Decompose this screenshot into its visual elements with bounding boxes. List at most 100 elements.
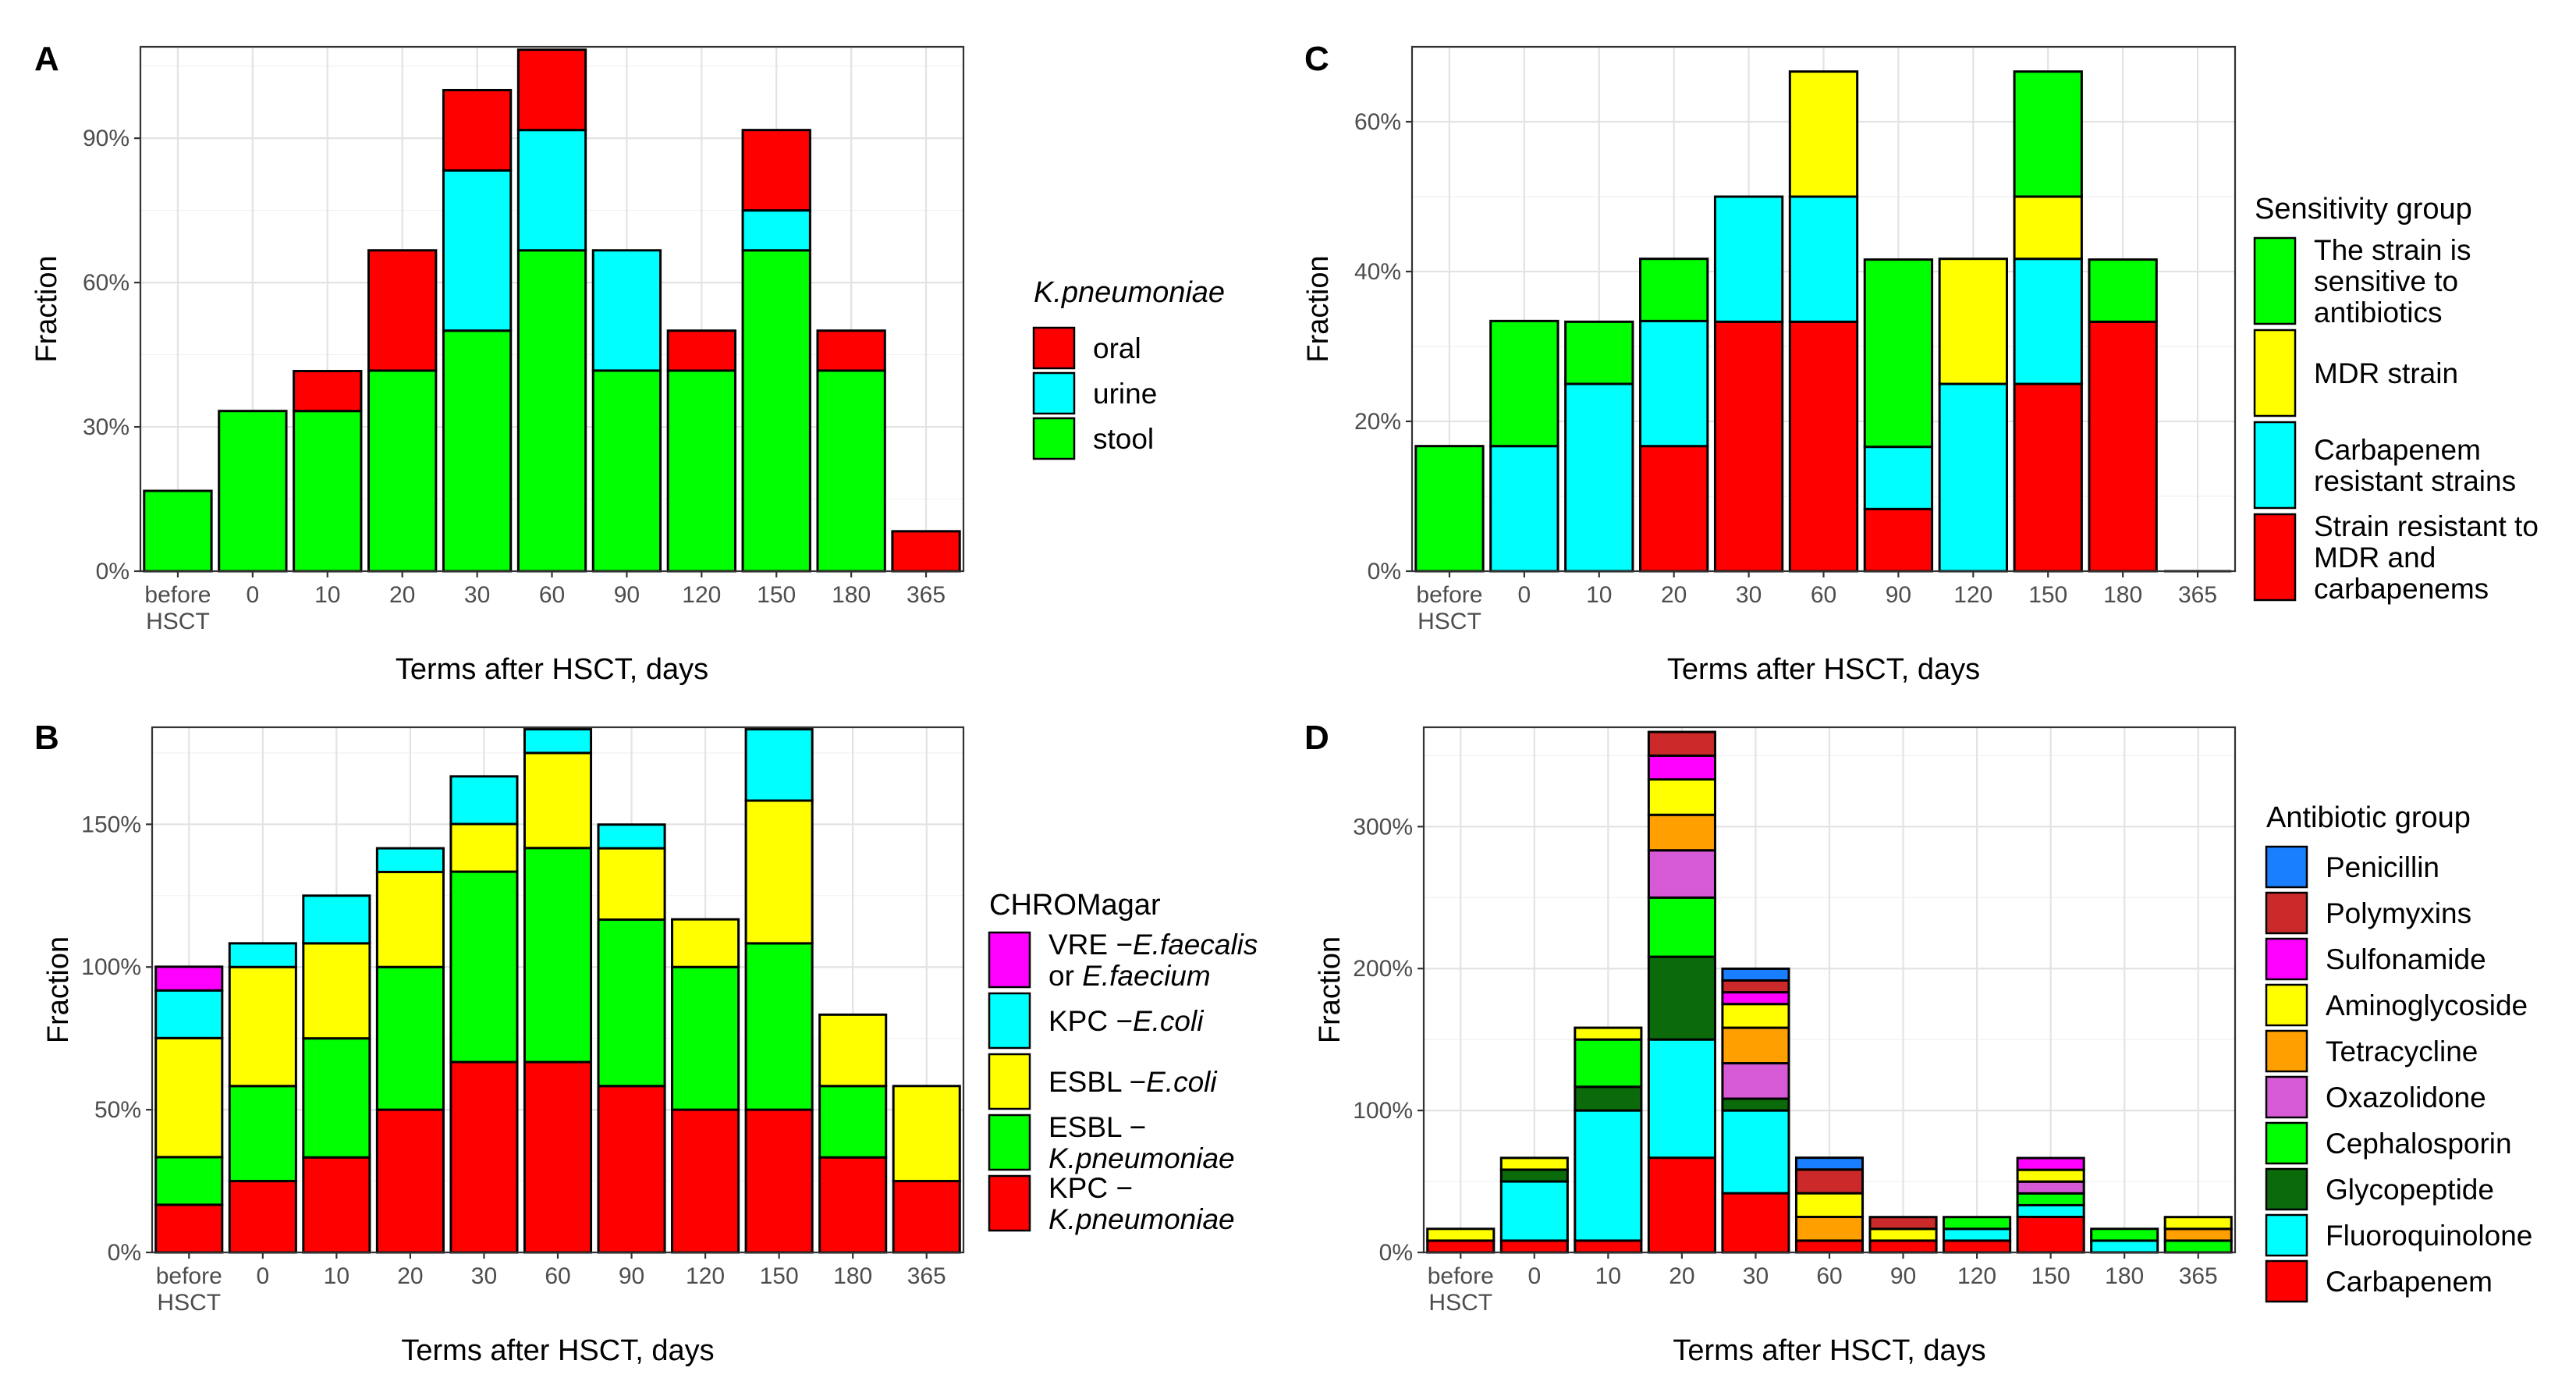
bar-segment[interactable]: [228, 1085, 297, 1183]
bar-segment[interactable]: [154, 1036, 224, 1159]
bar-segment[interactable]: [816, 329, 886, 372]
bar-segment[interactable]: [2163, 1239, 2233, 1254]
bar-segment[interactable]: [671, 918, 740, 968]
bar-segment[interactable]: [449, 870, 519, 1064]
bar-segment[interactable]: [516, 129, 587, 252]
bar-segment[interactable]: [744, 728, 814, 802]
bar-segment[interactable]: [302, 894, 371, 945]
bar-segment[interactable]: [671, 965, 740, 1111]
bar-segment[interactable]: [1499, 1239, 1569, 1254]
bar-segment[interactable]: [2013, 70, 2083, 198]
bar-segment[interactable]: [1721, 1003, 1790, 1029]
bar-segment[interactable]: [1574, 1038, 1643, 1089]
bar-segment[interactable]: [1499, 1168, 1569, 1183]
bar-segment[interactable]: [228, 1180, 297, 1254]
bar-segment[interactable]: [2163, 1227, 2233, 1242]
bar-segment[interactable]: [892, 1180, 961, 1254]
bar-segment[interactable]: [302, 1156, 371, 1254]
bar-segment[interactable]: [1868, 1239, 1938, 1254]
bar-segment[interactable]: [1574, 1085, 1643, 1112]
bar-segment[interactable]: [516, 249, 587, 573]
bar-segment[interactable]: [597, 847, 666, 922]
bar-segment[interactable]: [1647, 1156, 1716, 1254]
bar-segment[interactable]: [818, 1013, 888, 1088]
bar-segment[interactable]: [143, 489, 213, 573]
bar-segment[interactable]: [1721, 1026, 1790, 1065]
bar-segment[interactable]: [1788, 320, 1859, 573]
bar-segment[interactable]: [666, 369, 736, 573]
bar-segment[interactable]: [1943, 1216, 2012, 1231]
bar-segment[interactable]: [449, 822, 519, 873]
bar-segment[interactable]: [1647, 955, 1716, 1041]
bar-segment[interactable]: [1647, 1038, 1716, 1160]
bar-segment[interactable]: [2016, 1180, 2085, 1195]
bar-segment[interactable]: [1721, 1097, 1790, 1112]
bar-segment[interactable]: [892, 1085, 961, 1183]
bar-segment[interactable]: [375, 1108, 445, 1254]
bar-segment[interactable]: [1721, 979, 1790, 994]
bar-segment[interactable]: [1647, 730, 1716, 757]
bar-segment[interactable]: [1721, 1062, 1790, 1100]
bar-segment[interactable]: [591, 369, 662, 573]
bar-segment[interactable]: [442, 169, 513, 332]
bar-segment[interactable]: [741, 129, 811, 212]
bar-segment[interactable]: [1564, 382, 1634, 573]
bar-segment[interactable]: [1863, 446, 1934, 510]
bar-segment[interactable]: [442, 329, 513, 573]
bar-segment[interactable]: [367, 249, 438, 372]
bar-segment[interactable]: [293, 410, 363, 573]
bar-segment[interactable]: [597, 1085, 666, 1254]
bar-segment[interactable]: [1868, 1216, 1938, 1231]
bar-segment[interactable]: [1647, 849, 1716, 899]
bar-segment[interactable]: [1794, 1156, 1865, 1171]
bar-segment[interactable]: [1574, 1026, 1643, 1041]
bar-segment[interactable]: [2016, 1192, 2085, 1206]
bar-segment[interactable]: [1499, 1156, 1569, 1171]
bar-segment[interactable]: [1721, 967, 1790, 982]
bar-segment[interactable]: [1639, 445, 1709, 573]
bar-segment[interactable]: [1794, 1216, 1865, 1242]
bar-segment[interactable]: [1639, 258, 1709, 322]
bar-segment[interactable]: [523, 728, 593, 755]
bar-segment[interactable]: [591, 249, 662, 372]
bar-segment[interactable]: [818, 1156, 888, 1254]
bar-segment[interactable]: [302, 942, 371, 1040]
bar-segment[interactable]: [1788, 70, 1859, 198]
bar-segment[interactable]: [741, 209, 811, 252]
bar-segment[interactable]: [1499, 1180, 1569, 1242]
bar-segment[interactable]: [1721, 991, 1790, 1006]
bar-segment[interactable]: [1943, 1227, 2012, 1242]
bar-segment[interactable]: [2016, 1216, 2085, 1254]
bar-segment[interactable]: [666, 329, 736, 372]
bar-segment[interactable]: [523, 847, 593, 1064]
bar-segment[interactable]: [1639, 319, 1709, 448]
bar-segment[interactable]: [302, 1037, 371, 1159]
bar-segment[interactable]: [1489, 445, 1559, 573]
bar-segment[interactable]: [1574, 1109, 1643, 1242]
bar-segment[interactable]: [1943, 1239, 2012, 1254]
bar-segment[interactable]: [375, 847, 445, 873]
bar-segment[interactable]: [744, 1108, 814, 1254]
bar-segment[interactable]: [741, 249, 811, 573]
bar-segment[interactable]: [2016, 1156, 2085, 1171]
bar-segment[interactable]: [597, 918, 666, 1088]
bar-segment[interactable]: [2013, 195, 2083, 261]
bar-segment[interactable]: [1489, 319, 1559, 448]
bar-segment[interactable]: [228, 965, 297, 1088]
bar-segment[interactable]: [154, 965, 224, 992]
bar-segment[interactable]: [1788, 195, 1859, 323]
bar-segment[interactable]: [1721, 1109, 1790, 1195]
bar-segment[interactable]: [449, 775, 519, 826]
bar-segment[interactable]: [2016, 1203, 2085, 1219]
bar-segment[interactable]: [816, 369, 886, 573]
bar-segment[interactable]: [2016, 1168, 2085, 1183]
bar-segment[interactable]: [1574, 1239, 1643, 1254]
bar-segment[interactable]: [367, 369, 438, 573]
bar-segment[interactable]: [2088, 258, 2158, 323]
bar-segment[interactable]: [442, 88, 513, 172]
bar-segment[interactable]: [2088, 320, 2158, 573]
bar-segment[interactable]: [516, 48, 587, 132]
bar-segment[interactable]: [1794, 1192, 1865, 1219]
bar-segment[interactable]: [744, 942, 814, 1111]
bar-segment[interactable]: [1713, 320, 1784, 573]
